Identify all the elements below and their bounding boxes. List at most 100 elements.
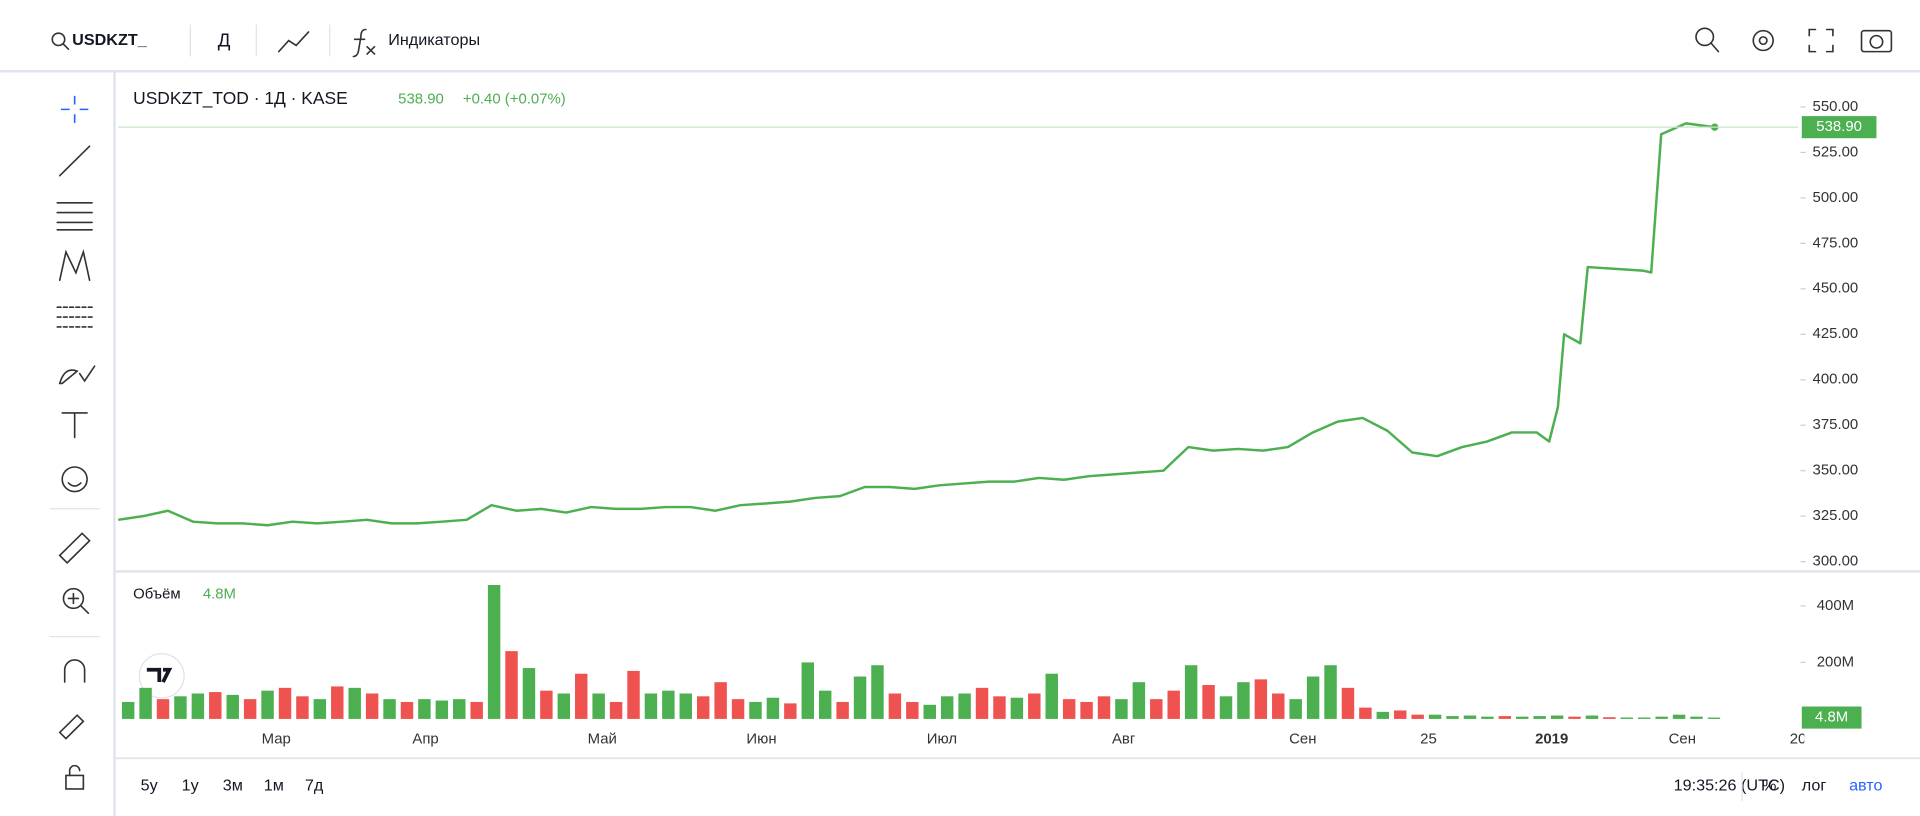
volume-bar <box>278 687 292 719</box>
volume-bar <box>1080 701 1093 719</box>
logo[interactable] <box>138 653 185 699</box>
pattern-tool[interactable] <box>58 249 91 281</box>
symbol[interactable]: USDKZT_ <box>72 31 148 49</box>
x-tick-label: Сен <box>1289 732 1316 748</box>
x-tick-label: Июл <box>927 732 957 748</box>
top-toolbar: USDKZT_ Д Индикаторы <box>0 24 1920 73</box>
volume-bar <box>696 696 710 719</box>
percent-toggle[interactable]: % <box>1762 777 1776 795</box>
volume-bar <box>853 676 867 719</box>
volume-bar <box>1620 717 1634 719</box>
volume-bar <box>662 690 675 719</box>
fullscreen-icon[interactable] <box>1808 28 1834 53</box>
interval[interactable]: Д <box>218 30 231 51</box>
volume-bar <box>1272 693 1285 719</box>
volume-bar <box>836 701 849 719</box>
volume-bar <box>470 701 483 719</box>
volume-bar <box>487 585 501 719</box>
emoji-tool[interactable] <box>61 466 88 493</box>
price-change: +0.40 (+0.07%) <box>463 92 566 108</box>
volume-bar <box>940 696 954 719</box>
volume-bar <box>1603 717 1616 719</box>
range-button[interactable]: 7д <box>305 777 324 795</box>
y-tick-label: 475.00 <box>1813 235 1859 251</box>
volume-bar <box>1062 699 1076 719</box>
x-tick-label: 20 <box>1790 732 1807 748</box>
screenshot-icon-lens <box>1869 34 1884 49</box>
lock-shackle <box>68 764 81 777</box>
settings-icon[interactable] <box>1752 29 1774 52</box>
volume-bar <box>1463 715 1477 719</box>
volume-bar <box>1341 687 1355 719</box>
x-tick-label: 25 <box>1420 732 1437 748</box>
prediction-tool[interactable] <box>56 306 93 328</box>
range-button[interactable]: 1м <box>264 777 284 795</box>
volume-bar <box>522 668 536 719</box>
volume-bar <box>575 673 588 719</box>
volume-bar <box>714 682 727 719</box>
volume-bar <box>1097 696 1111 719</box>
y-tick-label: 400.00 <box>1813 372 1859 388</box>
search-icon[interactable] <box>51 32 66 47</box>
zoom-tool[interactable] <box>62 587 85 610</box>
volume-bar <box>609 701 623 719</box>
trend-line-tool[interactable] <box>58 145 91 177</box>
volume-bar <box>906 701 919 719</box>
brush-tool[interactable] <box>58 365 96 385</box>
volume-bar <box>1132 682 1146 719</box>
volume-bar <box>1376 711 1390 719</box>
x-tick-label: Авг <box>1112 732 1135 748</box>
volume-bar <box>505 651 518 719</box>
settings-icon-core <box>1758 36 1768 46</box>
alert-icon[interactable] <box>1695 27 1715 47</box>
price-badge <box>1801 116 1877 139</box>
volume-bar <box>1533 716 1546 719</box>
lock-drawings-tool[interactable] <box>58 714 85 740</box>
volume-bar <box>749 701 762 719</box>
text-tool[interactable] <box>61 412 88 439</box>
log-toggle[interactable]: лог <box>1802 777 1827 795</box>
lock-tool[interactable] <box>65 774 85 790</box>
x-tick-label: Мар <box>262 732 291 748</box>
volume-title: Объём <box>133 587 181 603</box>
y-tick-label: 325.00 <box>1813 508 1859 524</box>
volume-bar <box>383 699 396 719</box>
screenshot-icon[interactable] <box>1860 29 1893 53</box>
y-tick-label: 200M <box>1817 654 1854 670</box>
volume-bar <box>209 692 222 719</box>
range-button[interactable]: 5y <box>141 777 158 795</box>
y-tick-label: 300.00 <box>1813 554 1859 570</box>
crosshair-tool[interactable] <box>60 95 89 123</box>
search-icon-handle <box>62 43 70 50</box>
volume-bar <box>453 699 466 719</box>
y-tick-label: 450.00 <box>1813 281 1859 297</box>
x-tick-label: Сен <box>1669 732 1696 748</box>
volume-bar <box>1150 699 1163 719</box>
volume-badge-label: 4.8M <box>1815 710 1848 726</box>
ruler-tool[interactable] <box>58 532 91 564</box>
volume-bar <box>1550 715 1564 719</box>
auto-toggle[interactable]: авто <box>1849 777 1882 795</box>
volume-bar <box>1481 716 1494 719</box>
volume-bar <box>226 694 239 719</box>
last-price: 538.90 <box>398 92 444 108</box>
magnet-tool[interactable] <box>63 659 86 683</box>
volume-bar <box>365 693 379 719</box>
volume-bar <box>1219 696 1233 719</box>
footer: 19:35:26 (UTC) % лог авто <box>1674 771 1883 802</box>
volume-bar <box>1010 697 1024 719</box>
volume-bar <box>139 687 152 719</box>
y-tick-label: 425.00 <box>1813 326 1859 342</box>
volume-bar <box>1498 716 1512 719</box>
chart-type-icon[interactable] <box>277 31 310 53</box>
fib-tool[interactable] <box>56 201 93 231</box>
volume-bar <box>121 701 135 719</box>
volume-bar <box>1254 679 1268 719</box>
indicators-icon[interactable] <box>352 28 376 58</box>
indicators[interactable]: Индикаторы <box>388 31 480 49</box>
range-button[interactable]: 3м <box>223 777 243 795</box>
range-button[interactable]: 1y <box>182 777 199 795</box>
volume-bar <box>174 696 187 719</box>
